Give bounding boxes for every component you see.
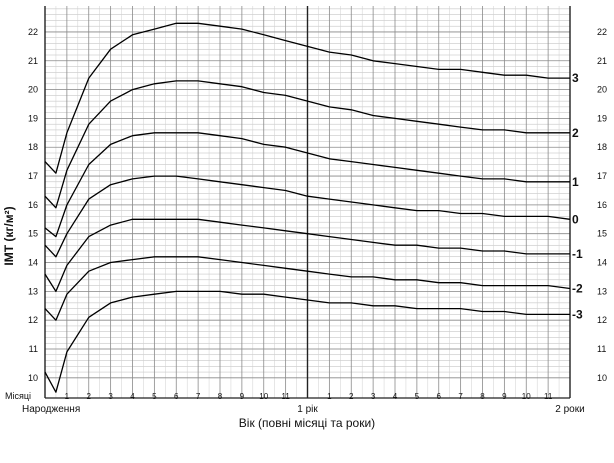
zscore-curve-label: 1 [572,175,579,189]
zscore-curve-label: -1 [572,247,583,261]
x-month-tick-label: 2 [87,392,92,401]
zscore-curve-label: 2 [572,126,579,140]
y-tick-label-left: 15 [28,229,38,239]
x-month-tick-label: 7 [458,392,463,401]
zscore-curve-label: 0 [572,212,579,226]
zscore-curve [44,132,570,238]
y-tick-label-right: 19 [597,113,607,123]
y-tick-label-left: 18 [28,142,38,152]
x-month-tick-label: 4 [130,392,135,401]
y-tick-label-right: 11 [597,344,606,354]
y-tick-label-right: 14 [597,258,607,268]
x-month-tick-label: 10 [259,392,268,401]
y-tick-label-left: 12 [28,315,38,325]
y-tick-label-left: 20 [28,85,38,95]
y-tick-label-left: 16 [28,200,38,210]
x-month-tick-label: 11 [544,392,553,401]
y-tick-label-left: 19 [28,113,38,123]
y-tick-label-right: 16 [597,200,607,210]
x-month-tick-label: 5 [152,392,157,401]
y-tick-label-right: 22 [597,27,607,37]
zscore-curve-label: -2 [572,281,583,295]
y-tick-label-left: 21 [28,56,38,66]
x-month-tick-label: 8 [480,392,485,401]
x-month-tick-label: 9 [240,392,245,401]
zscore-curve [44,256,571,321]
zscore-curve-label: 3 [572,71,579,85]
zscore-curves [44,22,571,393]
y-tick-label-left: 13 [28,286,38,296]
x-axis-title: Вік (повні місяці та роки) [239,416,375,430]
zscore-curve [44,175,571,258]
x-month-tick-label: 11 [281,392,290,401]
y-tick-label-left: 11 [29,344,38,354]
x-month-tick-label: 1 [65,392,70,401]
x-year-label: 2 роки [555,404,584,415]
x-month-tick-label: 4 [393,392,398,401]
zscore-curve [44,22,570,174]
x-month-tick-label: 10 [522,392,531,401]
y-tick-label-right: 13 [597,286,607,296]
y-tick-label-right: 15 [597,229,607,239]
zscore-curve [44,218,570,293]
x-month-tick-label: 6 [174,392,179,401]
x-month-tick-label: 1 [327,392,332,401]
y-tick-label-right: 20 [597,85,607,95]
y-axis-title: ІМТ (кг/м²) [2,206,16,265]
y-tick-label-left: 10 [28,373,38,383]
y-tick-label-right: 18 [597,142,607,152]
zscore-curve [44,80,570,209]
x-month-tick-label: 7 [196,392,201,401]
x-month-tick-label: 2 [349,392,354,401]
x-month-tick-label: 3 [108,392,113,401]
y-tick-label-left: 22 [28,27,38,37]
zscore-curve [44,290,570,393]
x-month-tick-label: 6 [437,392,442,401]
y-tick-label-left: 17 [28,171,38,181]
x-month-tick-label: 8 [218,392,223,401]
zscore-curve-label: -3 [572,307,583,321]
y-tick-label-right: 10 [597,373,607,383]
x-month-tick-label: 5 [415,392,420,401]
y-tick-label-right: 17 [597,171,607,181]
y-tick-label-left: 14 [28,258,38,268]
x-year-label: 1 рік [297,404,318,415]
y-tick-label-right: 12 [597,315,607,325]
x-row-label: Місяці [5,391,31,401]
x-month-tick-label: 3 [371,392,376,401]
x-month-tick-label: 9 [502,392,507,401]
y-tick-label-right: 21 [597,56,607,66]
x-start-label: Народження [22,404,80,415]
